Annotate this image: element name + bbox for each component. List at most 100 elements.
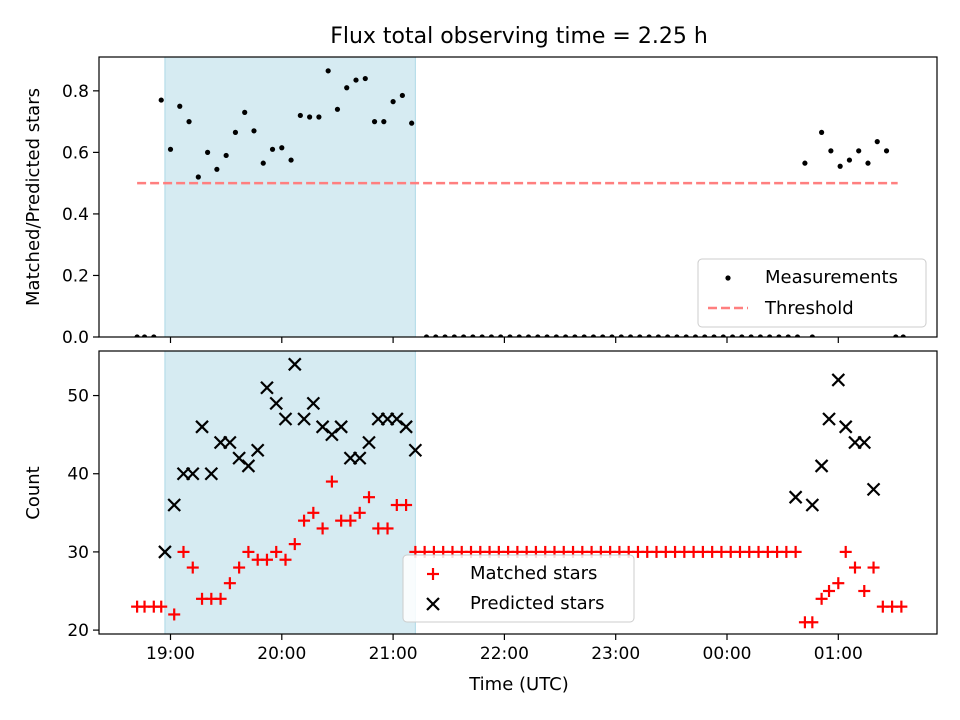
count-panel-frame [98, 350, 938, 635]
measurement-point [655, 334, 661, 337]
predicted-stars-point [838, 420, 853, 434]
measurement-point [711, 334, 717, 337]
measurement-point [900, 334, 906, 337]
measurement-point [581, 334, 587, 337]
measurement-point [837, 163, 843, 169]
predicted-stars-legend-label: Predicted stars [470, 593, 604, 614]
y-tick-label: 50 [67, 387, 89, 407]
predicted-stars-point [269, 396, 284, 411]
predicted-stars-point [204, 466, 219, 481]
predicted-stars-point [352, 451, 367, 465]
measurement-point [307, 114, 313, 120]
measurement-point [516, 334, 522, 337]
ratio-legend-box [697, 258, 927, 328]
matched-stars-legend-marker [427, 568, 439, 580]
y-tick-label: 20 [67, 621, 89, 641]
chart-title: Flux total observing time = 2.25 h [330, 24, 708, 49]
measurement-point [470, 334, 476, 337]
predicted-stars-point [866, 482, 881, 497]
measurement-point [600, 334, 606, 337]
matched-stars-point [177, 545, 190, 558]
predicted-stars-point [334, 420, 348, 434]
measurement-point [748, 334, 754, 337]
predicted-stars-legend-marker [426, 597, 440, 611]
measurement-point [729, 334, 736, 337]
measurement-point [590, 334, 597, 337]
matched-stars-point [214, 592, 227, 605]
x-tick-label: 19:00 [146, 644, 195, 664]
observing-window-band [164, 56, 416, 338]
measurement-point [819, 129, 825, 135]
measurements-legend-marker [725, 275, 731, 281]
measurement-point [362, 75, 368, 82]
measurement-point [802, 160, 808, 166]
measurement-point [316, 114, 322, 120]
measurement-point [158, 97, 164, 103]
count-y-axis-label: Count [23, 466, 44, 519]
count-panel: 20 30 40 50 19:00 20:00 21:00 22:00 23:00 00:00 01… [23, 350, 938, 695]
x-tick-label: 20:00 [257, 644, 306, 664]
measurement-point [683, 334, 689, 337]
measurement-point [507, 334, 513, 337]
matched-stars-point [316, 522, 329, 535]
matched-stars-point [307, 506, 320, 519]
measurement-point [498, 334, 504, 337]
x-tick-label: 23:00 [591, 644, 640, 664]
measurement-point [757, 334, 763, 337]
measurement-point [177, 103, 183, 109]
matched-stars-point [362, 491, 375, 504]
measurement-point [883, 148, 890, 154]
predicted-stars-point [822, 412, 836, 426]
measurement-point [692, 334, 699, 337]
measurement-point [151, 334, 157, 337]
predicted-stars-point [278, 412, 293, 426]
matched-stars-point [400, 499, 413, 512]
measurement-point [767, 334, 773, 337]
measurement-point [433, 334, 439, 337]
matched-stars-point [815, 592, 828, 605]
measurement-point [865, 160, 871, 166]
measurement-point [186, 119, 192, 125]
matched-stars-point [298, 514, 311, 527]
measurement-point [488, 334, 495, 337]
matched-stars-point [186, 561, 199, 574]
measurement-point [269, 146, 276, 152]
predicted-stars-point [195, 420, 209, 434]
measurement-point [535, 334, 541, 337]
measurement-point [279, 145, 285, 151]
ratio-legend: Measurements Threshold [697, 258, 927, 328]
measurement-point [399, 92, 405, 99]
matched-stars-point [155, 600, 168, 613]
measurement-point [553, 334, 559, 337]
measurement-point [353, 77, 359, 83]
measurement-point [297, 112, 303, 119]
predicted-stars-point [260, 380, 274, 395]
matched-stars-point [867, 561, 880, 574]
y-tick-label: 0.8 [62, 82, 89, 102]
x-axis-label: Time (UTC) [468, 674, 569, 695]
predicted-stars-point [814, 459, 829, 473]
matched-stars-point [260, 553, 273, 566]
measurement-point [390, 99, 396, 105]
predicted-stars-point [297, 412, 311, 426]
measurement-point [544, 334, 550, 337]
matched-stars-point [168, 608, 181, 621]
predicted-stars-point [288, 357, 302, 372]
ratio-panel: 0.00.20.40.60.8 Matched/Predicted stars … [23, 56, 938, 348]
matched-stars-point [344, 514, 357, 527]
x-tick-label: 21:00 [369, 644, 418, 664]
predicted-stars-point [185, 466, 200, 481]
matched-stars-point [279, 553, 292, 566]
measurement-point [893, 334, 899, 337]
ratio-panel-frame [98, 56, 938, 338]
measurement-point [381, 119, 387, 125]
matched-stars-point [288, 538, 301, 551]
measurement-point [195, 174, 201, 180]
measurement-point [525, 334, 532, 337]
matched-stars-point [832, 577, 845, 590]
measurement-point [223, 152, 229, 159]
measurement-point [674, 334, 680, 337]
matched-stars-point [270, 545, 283, 558]
x-tick-label: 01:00 [814, 644, 863, 664]
measurement-point [874, 139, 880, 145]
